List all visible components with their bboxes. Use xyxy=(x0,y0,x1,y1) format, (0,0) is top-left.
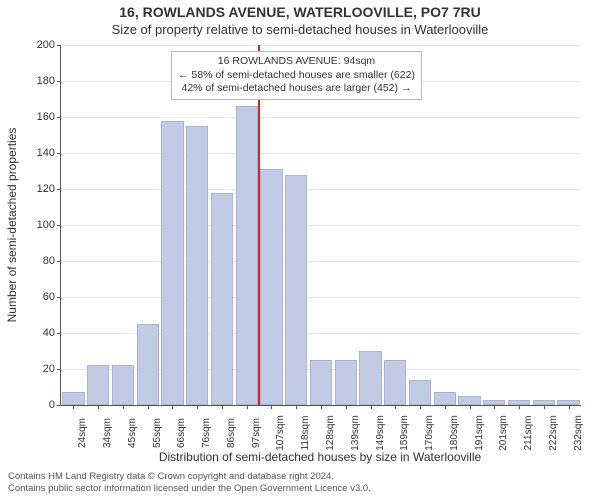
xtick-label: 201sqm xyxy=(494,415,509,451)
xtick-label: 180sqm xyxy=(445,415,460,451)
histogram-bar xyxy=(186,126,208,405)
ytick-label: 20 xyxy=(43,363,61,375)
xtick-mark xyxy=(544,405,545,409)
xtick-label: 97sqm xyxy=(247,418,262,448)
xtick-mark xyxy=(197,405,198,409)
ytick-label: 200 xyxy=(37,39,61,51)
grid-line xyxy=(61,117,581,118)
histogram-bar xyxy=(260,169,282,405)
xtick-label: 34sqm xyxy=(98,418,113,448)
histogram-bar xyxy=(384,360,406,405)
marker-annotation: 16 ROWLANDS AVENUE: 94sqm ← 58% of semi-… xyxy=(171,51,422,100)
annotation-line-1: 16 ROWLANDS AVENUE: 94sqm xyxy=(178,55,415,69)
grid-line xyxy=(61,189,581,190)
histogram-bar xyxy=(161,121,183,405)
ytick-label: 60 xyxy=(43,291,61,303)
ytick-label: 160 xyxy=(37,111,61,123)
xtick-label: 118sqm xyxy=(296,416,311,451)
histogram-bar xyxy=(285,175,307,405)
ytick-label: 180 xyxy=(37,75,61,87)
chart-container: 16, ROWLANDS AVENUE, WATERLOOVILLE, PO7 … xyxy=(0,0,600,500)
annotation-line-3: 42% of semi-detached houses are larger (… xyxy=(178,82,415,96)
xtick-label: 139sqm xyxy=(346,415,361,451)
xtick-label: 76sqm xyxy=(197,418,212,448)
attribution-footer: Contains HM Land Registry data © Crown c… xyxy=(8,471,592,494)
xtick-label: 232sqm xyxy=(569,415,584,451)
x-axis-label: Distribution of semi-detached houses by … xyxy=(60,450,580,464)
y-axis-label: Number of semi-detached properties xyxy=(5,128,19,323)
histogram-bar xyxy=(458,396,480,405)
xtick-mark xyxy=(470,405,471,409)
histogram-bar xyxy=(112,365,134,405)
xtick-mark xyxy=(73,405,74,409)
xtick-mark xyxy=(569,405,570,409)
annotation-line-2: ← 58% of semi-detached houses are smalle… xyxy=(178,69,415,83)
xtick-mark xyxy=(371,405,372,409)
grid-line xyxy=(61,261,581,262)
histogram-bar xyxy=(211,193,233,405)
xtick-mark xyxy=(247,405,248,409)
plot-area: 02040608010012014016018020024sqm34sqm45s… xyxy=(60,45,581,406)
xtick-label: 86sqm xyxy=(222,418,237,448)
xtick-label: 170sqm xyxy=(420,415,435,451)
grid-line xyxy=(61,297,581,298)
chart-subtitle: Size of property relative to semi-detach… xyxy=(0,22,600,37)
xtick-label: 191sqm xyxy=(470,415,485,451)
ytick-label: 100 xyxy=(37,219,61,231)
xtick-label: 128sqm xyxy=(321,415,336,451)
ytick-label: 0 xyxy=(49,399,61,411)
histogram-bar xyxy=(310,360,332,405)
xtick-label: 211sqm xyxy=(519,416,534,451)
footer-line-2: Contains public sector information licen… xyxy=(8,483,592,494)
xtick-mark xyxy=(123,405,124,409)
xtick-label: 45sqm xyxy=(123,418,138,448)
xtick-mark xyxy=(172,405,173,409)
xtick-label: 222sqm xyxy=(544,415,559,451)
histogram-bar xyxy=(409,380,431,405)
xtick-mark xyxy=(98,405,99,409)
ytick-label: 80 xyxy=(43,255,61,267)
xtick-mark xyxy=(271,405,272,409)
xtick-label: 159sqm xyxy=(395,415,410,451)
grid-line xyxy=(61,45,581,46)
histogram-bar xyxy=(236,106,258,405)
xtick-label: 24sqm xyxy=(73,418,88,448)
xtick-mark xyxy=(321,405,322,409)
xtick-mark xyxy=(346,405,347,409)
histogram-bar xyxy=(137,324,159,405)
xtick-mark xyxy=(296,405,297,409)
address-title: 16, ROWLANDS AVENUE, WATERLOOVILLE, PO7 … xyxy=(0,4,600,20)
xtick-mark xyxy=(420,405,421,409)
ytick-label: 40 xyxy=(43,327,61,339)
xtick-label: 107sqm xyxy=(271,415,286,451)
grid-line xyxy=(61,225,581,226)
grid-line xyxy=(61,153,581,154)
histogram-bar xyxy=(87,365,109,405)
histogram-bar xyxy=(359,351,381,405)
xtick-mark xyxy=(395,405,396,409)
xtick-mark xyxy=(445,405,446,409)
ytick-label: 140 xyxy=(37,147,61,159)
xtick-mark xyxy=(519,405,520,409)
histogram-bar xyxy=(434,392,456,405)
xtick-mark xyxy=(494,405,495,409)
histogram-bar xyxy=(335,360,357,405)
histogram-bar xyxy=(62,392,84,405)
xtick-label: 55sqm xyxy=(148,418,163,448)
xtick-label: 66sqm xyxy=(172,418,187,448)
footer-line-1: Contains HM Land Registry data © Crown c… xyxy=(8,471,592,482)
xtick-label: 149sqm xyxy=(371,415,386,451)
xtick-mark xyxy=(148,405,149,409)
ytick-label: 120 xyxy=(37,183,61,195)
xtick-mark xyxy=(222,405,223,409)
